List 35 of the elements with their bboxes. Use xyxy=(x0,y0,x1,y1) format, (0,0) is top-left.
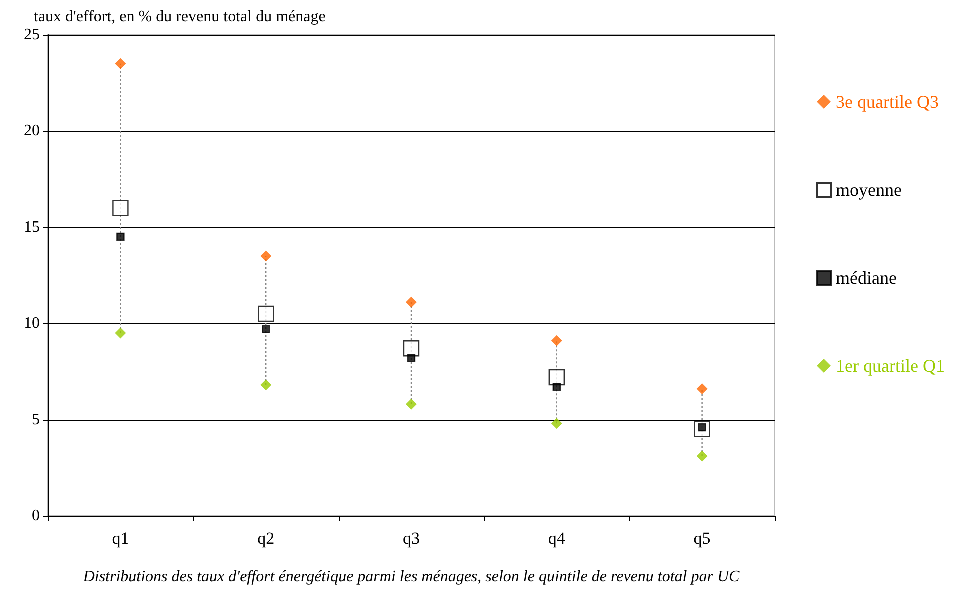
point xyxy=(115,328,126,339)
y-tick-label: 25 xyxy=(24,26,40,44)
point xyxy=(260,250,272,262)
x-tick-label: q3 xyxy=(403,529,420,548)
legend-label: médiane xyxy=(836,268,898,288)
point xyxy=(116,232,125,242)
point xyxy=(406,398,417,410)
point xyxy=(407,354,416,362)
x-tick-label: q5 xyxy=(694,529,711,548)
x-tick-label: q1 xyxy=(112,529,130,548)
point xyxy=(552,382,561,392)
point xyxy=(115,58,126,70)
point xyxy=(403,340,420,357)
point xyxy=(406,296,417,308)
x-tick-label: q2 xyxy=(258,529,275,548)
point xyxy=(262,325,270,334)
y-tick-label: 0 xyxy=(32,508,40,524)
y-tick-label: 5 xyxy=(32,411,40,428)
legend-label: 1er quartile Q1 xyxy=(836,356,946,376)
point xyxy=(551,418,562,430)
legend-label: 3e quartile Q3 xyxy=(836,92,940,112)
point xyxy=(112,200,129,216)
legend-label: moyenne xyxy=(836,180,902,200)
y-tick-label: 10 xyxy=(24,315,40,332)
y-axis-title: taux d'effort, en % du revenu total du ménage xyxy=(34,8,326,26)
point xyxy=(696,384,708,395)
x-tick-label: q4 xyxy=(548,529,566,548)
point xyxy=(260,380,272,391)
point xyxy=(551,335,562,346)
y-tick-label: 15 xyxy=(24,218,40,236)
point xyxy=(258,306,274,322)
point xyxy=(548,369,565,386)
y-tick-label: 20 xyxy=(24,122,40,140)
x-axis-title: Distributions des taux d'effort énergétique parmi les ménages, selon le quintile de revenu total par UC xyxy=(82,568,740,586)
point xyxy=(696,450,708,462)
